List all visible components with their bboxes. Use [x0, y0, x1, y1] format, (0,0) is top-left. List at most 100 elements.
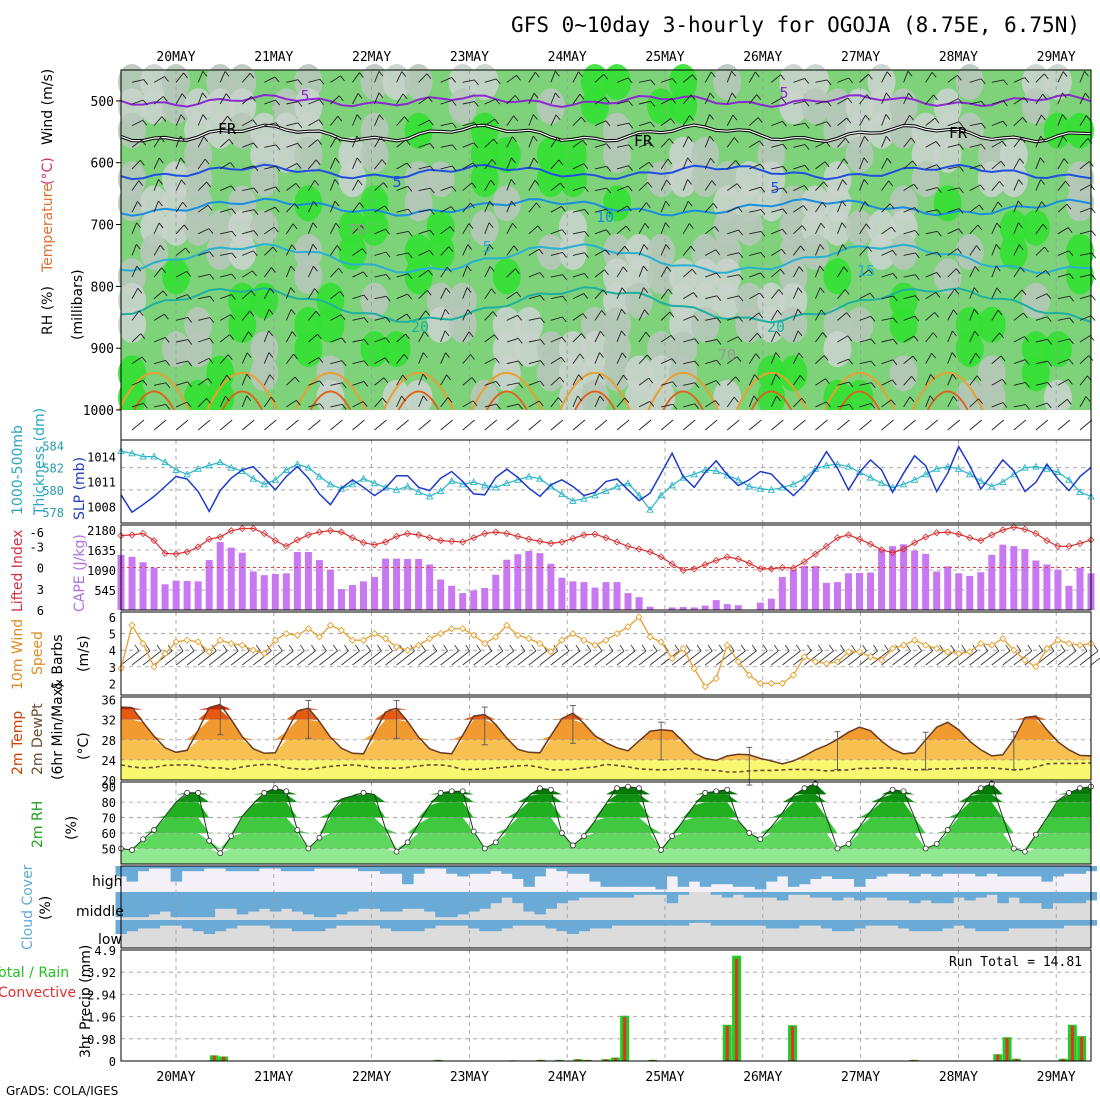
wind-barb-flag [605, 249, 610, 256]
cloud-cover-bar [335, 920, 348, 926]
wind-barb-flag [1069, 295, 1075, 302]
wind-barb-flag [690, 245, 696, 252]
cloud-cover-bar [798, 892, 811, 895]
li-marker [712, 556, 720, 564]
wind-speed-marker [734, 658, 742, 666]
cloud-cover-bar [247, 866, 260, 872]
wind-barb [969, 245, 977, 256]
wind-barb-flag [1062, 92, 1067, 99]
li-marker [183, 548, 191, 556]
wind-barb [748, 374, 755, 386]
wind-barb-flag [599, 352, 604, 358]
wind-barb [550, 376, 561, 386]
wind-barb [594, 187, 607, 191]
cloud-cover-bar [1008, 892, 1020, 898]
cloud-cover-bar [578, 892, 590, 898]
wind-barb-flag [532, 114, 538, 120]
wind-barb [440, 266, 448, 278]
10m-wind-barb [517, 650, 537, 666]
wind-barb-flag [539, 380, 545, 387]
wind-barb-flag [510, 179, 516, 185]
wind-barb-flag [513, 245, 519, 252]
wind-barb [374, 182, 384, 191]
wind-barb [484, 179, 492, 191]
wind-barb [638, 202, 647, 213]
wind-barb-flag [666, 266, 672, 272]
thickness-marker [988, 482, 996, 490]
wind-barb-flag [1017, 200, 1023, 207]
wind-barb [396, 185, 408, 191]
wind-barb-flag [382, 397, 387, 404]
wind-barb [131, 159, 141, 170]
cape-bar [613, 582, 621, 610]
cloud-cover-bar [413, 920, 425, 932]
surface-wind-barb [991, 419, 1005, 431]
wind-barb [947, 144, 960, 148]
wind-barb-flag [889, 203, 895, 210]
wind-speed-marker [172, 638, 180, 646]
rh-contour-blob [118, 112, 146, 149]
wind-barb [903, 92, 909, 105]
cloud-cover-bar [1052, 866, 1064, 877]
thickness-marker [965, 470, 974, 478]
wind-barb [903, 207, 915, 213]
wind-barb-flag [165, 360, 170, 366]
10m-wind-barb-flag [1093, 644, 1099, 652]
wind-barb-flag [555, 92, 560, 99]
wind-barb [1013, 404, 1026, 408]
cape-tick-label: 1635 [87, 544, 116, 558]
10m-wind-barb [583, 650, 603, 666]
wind-barb [285, 287, 292, 299]
li-marker [1043, 537, 1051, 545]
wind-speed-marker [723, 641, 731, 649]
wind-barb [153, 179, 159, 191]
thickness-tick-label: 580 [42, 484, 64, 498]
wind-barb-flag [974, 266, 980, 272]
wind-barb-flag [136, 265, 142, 272]
wind-barb [550, 316, 563, 321]
wind-barb [264, 144, 277, 148]
cloud-cover-bar [1030, 920, 1042, 929]
10m-wind-barb [958, 650, 977, 666]
wind-barb [175, 114, 182, 126]
cape-bar [690, 607, 698, 610]
thickness-marker [304, 463, 313, 471]
10m-wind-barb-flag [718, 644, 724, 652]
bottom-date-label: 24MAY [548, 1070, 587, 1085]
wind-barb [903, 252, 916, 256]
cape-bar [1054, 569, 1062, 610]
wind-barb [330, 382, 343, 386]
wind-barb-flag [540, 317, 545, 324]
slp-tick-label: 1008 [87, 500, 116, 514]
wind-barb-flag [952, 330, 957, 337]
wind-barb [197, 228, 210, 235]
wind-barb [991, 160, 1002, 170]
wind-barb [793, 245, 801, 256]
wind-speed-marker [701, 683, 709, 691]
10m-wind-barb-flag [333, 644, 338, 652]
wind-barb-flag [495, 381, 501, 387]
wind-barb-flag [716, 272, 721, 279]
bottom-date-label: 22MAY [352, 1070, 391, 1085]
wind-speed-marker [690, 664, 698, 673]
wind-barb-flag [866, 94, 872, 100]
cloud-cover-bar [380, 920, 392, 929]
10m-wind-barb [462, 650, 481, 666]
wind-barb-flag [385, 337, 391, 344]
thickness-marker [756, 484, 765, 492]
convective-precip-bar [1061, 1058, 1065, 1061]
wind-speed-marker [922, 641, 930, 649]
wind-barb-flag [650, 79, 656, 86]
wind-barb-flag [445, 287, 451, 294]
wind-barb-flag [996, 222, 1002, 229]
wind-barb-flag [378, 92, 384, 99]
wind-barb [242, 187, 255, 191]
wind-barb-flag [1023, 312, 1028, 319]
wind-barb [749, 272, 761, 278]
wind-speed-marker [1065, 639, 1073, 648]
wind-barb [947, 268, 957, 278]
li-marker [756, 565, 764, 573]
wind-barb [352, 114, 358, 126]
wind-barb-flag [760, 231, 766, 237]
thickness-marker [888, 483, 897, 491]
